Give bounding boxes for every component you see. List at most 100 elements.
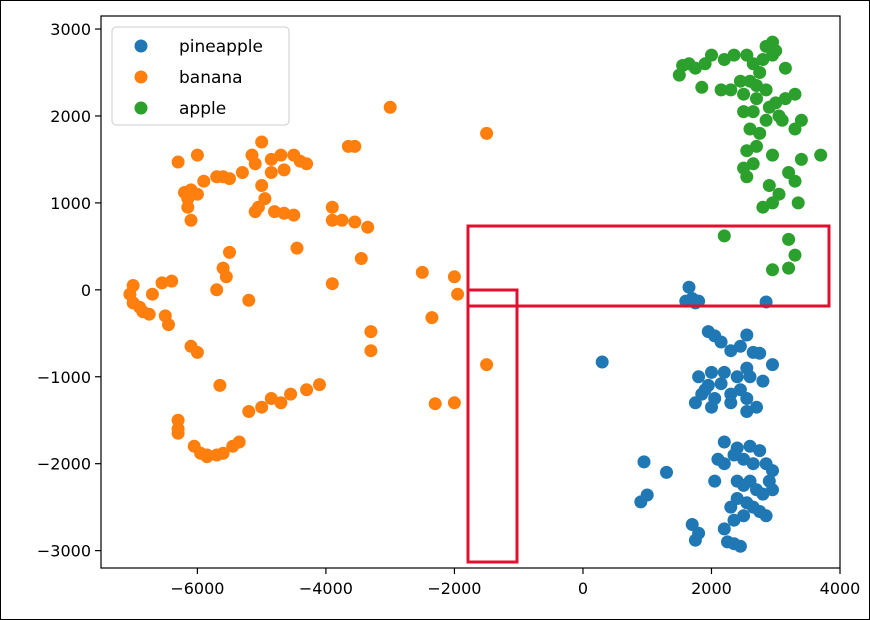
point-pineapple-70 (717, 522, 731, 536)
highlight-box-horizontal (466, 224, 831, 308)
point-banana-17 (210, 170, 224, 184)
point-apple-10 (753, 66, 767, 79)
y-tick-label: −1000 (37, 368, 91, 387)
point-apple-27 (737, 87, 751, 101)
point-banana-79 (171, 426, 185, 440)
point-banana-53 (142, 307, 156, 321)
point-banana-58 (133, 300, 147, 314)
point-banana-35 (325, 213, 339, 227)
point-pineapple-2 (660, 465, 673, 479)
point-apple-51 (788, 174, 802, 188)
x-tick-label: −4000 (299, 579, 353, 598)
y-tick-label: 2000 (50, 107, 91, 126)
point-pineapple-0 (595, 355, 609, 369)
point-banana-13 (248, 157, 262, 171)
point-banana-55 (165, 274, 179, 288)
point-pineapple-25 (730, 370, 744, 384)
point-apple-34 (775, 113, 789, 127)
legend: pineapple banana apple (111, 26, 290, 126)
point-apple-54 (717, 229, 731, 243)
point-banana-18 (197, 174, 211, 188)
point-pineapple-34 (724, 396, 738, 410)
point-banana-46 (354, 252, 368, 265)
point-apple-3 (688, 61, 702, 75)
point-pineapple-23 (705, 365, 718, 379)
point-apple-46 (794, 152, 808, 166)
point-banana-33 (181, 200, 195, 214)
point-pineapple-63 (759, 509, 773, 523)
point-apple-43 (746, 157, 760, 171)
point-apple-58 (782, 261, 796, 275)
point-apple-31 (737, 105, 751, 119)
legend-label-apple: apple (179, 99, 226, 119)
point-pineapple-6 (682, 280, 696, 294)
point-pineapple-45 (717, 457, 731, 471)
point-banana-0 (383, 100, 397, 114)
x-tick-label: 2000 (691, 579, 732, 598)
point-banana-72 (274, 396, 288, 410)
point-apple-17 (733, 74, 747, 88)
point-banana-73 (255, 400, 269, 414)
point-banana-26 (251, 200, 265, 214)
point-banana-60 (162, 318, 175, 332)
point-pineapple-36 (750, 400, 763, 414)
point-banana-75 (428, 397, 442, 411)
point-banana-48 (447, 270, 461, 284)
point-banana-70 (284, 387, 298, 401)
point-banana-65 (190, 345, 204, 359)
point-banana-45 (325, 277, 339, 291)
legend-marker-banana (134, 70, 148, 84)
highlight-box-vertical (466, 288, 519, 564)
point-banana-5 (255, 135, 269, 149)
point-banana-41 (219, 270, 233, 284)
point-apple-52 (756, 200, 770, 214)
point-apple-40 (750, 139, 763, 153)
point-banana-27 (268, 205, 281, 219)
point-pineapple-73 (733, 539, 747, 553)
point-banana-84 (216, 446, 230, 460)
y-tick-label: −2000 (37, 455, 91, 474)
point-pineapple-37 (698, 383, 712, 397)
point-apple-57 (766, 263, 779, 277)
point-banana-11 (277, 163, 291, 177)
legend-marker-apple (134, 101, 148, 115)
point-pineapple-32 (688, 396, 702, 410)
point-apple-32 (746, 105, 760, 119)
point-apple-35 (743, 122, 757, 136)
axes-frame (100, 15, 841, 569)
x-tick-label: −6000 (170, 579, 224, 598)
point-banana-3 (190, 148, 204, 162)
point-apple-55 (782, 232, 796, 246)
highlight-boxes (466, 224, 831, 564)
point-apple-56 (788, 248, 802, 262)
point-pineapple-15 (733, 339, 747, 353)
point-banana-34 (184, 213, 198, 227)
legend-label-banana: banana (179, 68, 243, 88)
y-tick-label: 1000 (50, 194, 91, 213)
point-pineapple-43 (753, 444, 767, 458)
point-apple-6 (717, 53, 731, 66)
point-banana-37 (348, 215, 362, 229)
point-apple-41 (766, 148, 779, 162)
point-pineapple-58 (766, 483, 779, 497)
point-banana-76 (447, 396, 461, 410)
y-tick-label: 0 (81, 281, 91, 300)
point-apple-5 (705, 48, 718, 62)
point-banana-39 (223, 245, 236, 259)
y-tick-label: −3000 (37, 542, 91, 561)
point-pineapple-27 (756, 374, 770, 388)
point-pineapple-21 (692, 370, 706, 384)
point-apple-33 (759, 113, 773, 127)
point-banana-38 (361, 220, 375, 234)
point-banana-61 (364, 325, 378, 339)
point-banana-28 (277, 206, 291, 220)
point-apple-16 (759, 39, 773, 53)
point-pineapple-4 (640, 488, 654, 502)
point-banana-74 (242, 405, 256, 418)
point-banana-42 (210, 283, 224, 297)
point-banana-67 (213, 378, 227, 392)
point-apple-53 (791, 196, 805, 210)
point-apple-26 (724, 83, 738, 97)
point-pineapple-16 (740, 328, 754, 342)
point-pineapple-18 (753, 346, 767, 360)
